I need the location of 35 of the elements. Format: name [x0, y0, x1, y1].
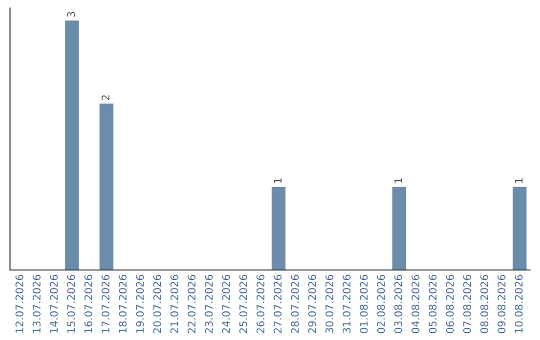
x-tick-label: 28.07.2026	[290, 274, 299, 334]
x-tick-label: 04.08.2026	[412, 274, 420, 334]
x-tick-label: 05.08.2026	[428, 274, 437, 334]
x-tick-label: 03.08.2026	[394, 274, 402, 334]
x-tick-label: 01.08.2026	[360, 274, 368, 334]
x-tick-label: 20.07.2026	[153, 274, 162, 334]
x-tick-label: 07.08.2026	[463, 274, 472, 334]
x-tick-label: 18.07.2026	[118, 274, 127, 333]
x-tick-label: 10.08.2026	[514, 274, 523, 333]
x-tick-label: 29.07.2026	[308, 274, 316, 334]
x-tick-label: 08.08.2026	[480, 274, 488, 334]
data-label: 3	[67, 12, 76, 17]
x-tick-label: 31.07.2026	[342, 274, 351, 334]
x-tick-label: 23.07.2026	[204, 274, 213, 334]
x-tick-label: 17.07.2026	[102, 274, 110, 333]
x-tick-label: 06.08.2026	[446, 274, 454, 334]
x-tick-label: 02.08.2026	[377, 274, 385, 334]
data-label: 2	[102, 95, 110, 100]
x-tick-label: 24.07.2026	[222, 274, 230, 334]
x-tick-label: 19.07.2026	[136, 274, 144, 333]
x-tick-label: 27.07.2026	[274, 274, 282, 334]
x-tick-label: 13.07.2026	[32, 274, 41, 333]
x-tick-label: 22.07.2026	[188, 274, 196, 334]
x-tick-label: 26.07.2026	[256, 274, 264, 334]
x-tick-label: 25.07.2026	[239, 274, 248, 334]
x-tick-label: 30.07.2026	[325, 274, 334, 334]
x-tick-label: 16.07.2026	[84, 274, 92, 333]
x-tick-label: 15.07.2026	[67, 274, 76, 333]
data-label: 1	[394, 178, 402, 183]
x-tick-label: 21.07.2026	[170, 274, 178, 334]
data-label: 1	[514, 178, 523, 183]
x-tick-label: 14.07.2026	[50, 274, 58, 333]
x-tick-label: 09.08.2026	[498, 274, 506, 334]
x-tick-label: 12.07.2026	[15, 274, 24, 333]
data-label: 1	[274, 178, 282, 183]
